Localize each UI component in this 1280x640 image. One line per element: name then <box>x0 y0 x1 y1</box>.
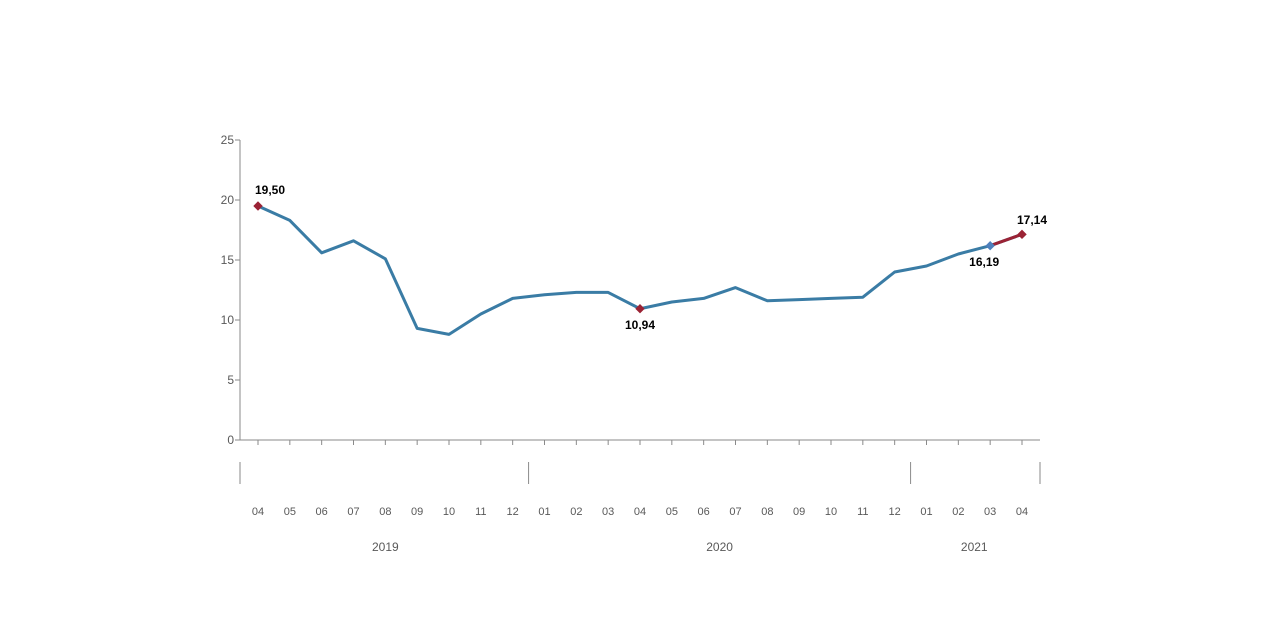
data-point-marker <box>1018 230 1026 238</box>
x-axis-month-label: 04 <box>634 506 646 518</box>
x-axis-month-label: 02 <box>952 506 964 518</box>
chart-svg <box>240 140 1040 440</box>
x-axis-month-label: 11 <box>857 506 868 518</box>
x-axis-year-label: 2021 <box>961 540 988 554</box>
x-axis-month-label: 08 <box>761 506 773 518</box>
data-point-label: 10,94 <box>625 318 655 332</box>
x-axis-month-label: 01 <box>920 506 932 518</box>
x-axis-month-label: 04 <box>252 506 264 518</box>
y-axis-tick-label: 10 <box>221 313 234 327</box>
x-axis-month-label: 04 <box>1016 506 1028 518</box>
line-chart: 0510152025040506070809101112010203040506… <box>240 140 1040 500</box>
x-axis-month-label: 07 <box>729 506 741 518</box>
main-line <box>258 206 1022 334</box>
data-point-label: 17,14 <box>1017 213 1047 227</box>
x-axis-month-label: 05 <box>666 506 678 518</box>
x-axis-month-label: 06 <box>698 506 710 518</box>
x-axis-year-label: 2019 <box>372 540 399 554</box>
x-axis-month-label: 11 <box>475 506 486 518</box>
x-axis-month-label: 05 <box>284 506 296 518</box>
x-axis-year-label: 2020 <box>706 540 733 554</box>
x-axis-month-label: 09 <box>793 506 805 518</box>
x-axis-month-label: 08 <box>379 506 391 518</box>
x-axis-month-label: 12 <box>507 506 519 518</box>
x-axis-month-label: 03 <box>602 506 614 518</box>
x-axis-month-label: 02 <box>570 506 582 518</box>
y-axis-tick-label: 15 <box>221 253 234 267</box>
accent-line <box>990 234 1022 245</box>
x-axis-month-label: 09 <box>411 506 423 518</box>
x-axis-month-label: 10 <box>825 506 837 518</box>
y-axis-tick-label: 5 <box>227 373 234 387</box>
x-axis-month-label: 07 <box>347 506 359 518</box>
x-axis-month-label: 06 <box>316 506 328 518</box>
data-point-label: 19,50 <box>255 183 285 197</box>
x-axis-month-label: 10 <box>443 506 455 518</box>
x-axis-month-label: 12 <box>889 506 901 518</box>
x-axis-month-label: 03 <box>984 506 996 518</box>
data-point-marker <box>986 242 994 250</box>
y-axis-tick-label: 0 <box>227 433 234 447</box>
y-axis-tick-label: 25 <box>221 133 234 147</box>
y-axis-tick-label: 20 <box>221 193 234 207</box>
data-point-label: 16,19 <box>969 255 999 269</box>
x-axis-month-label: 01 <box>538 506 550 518</box>
